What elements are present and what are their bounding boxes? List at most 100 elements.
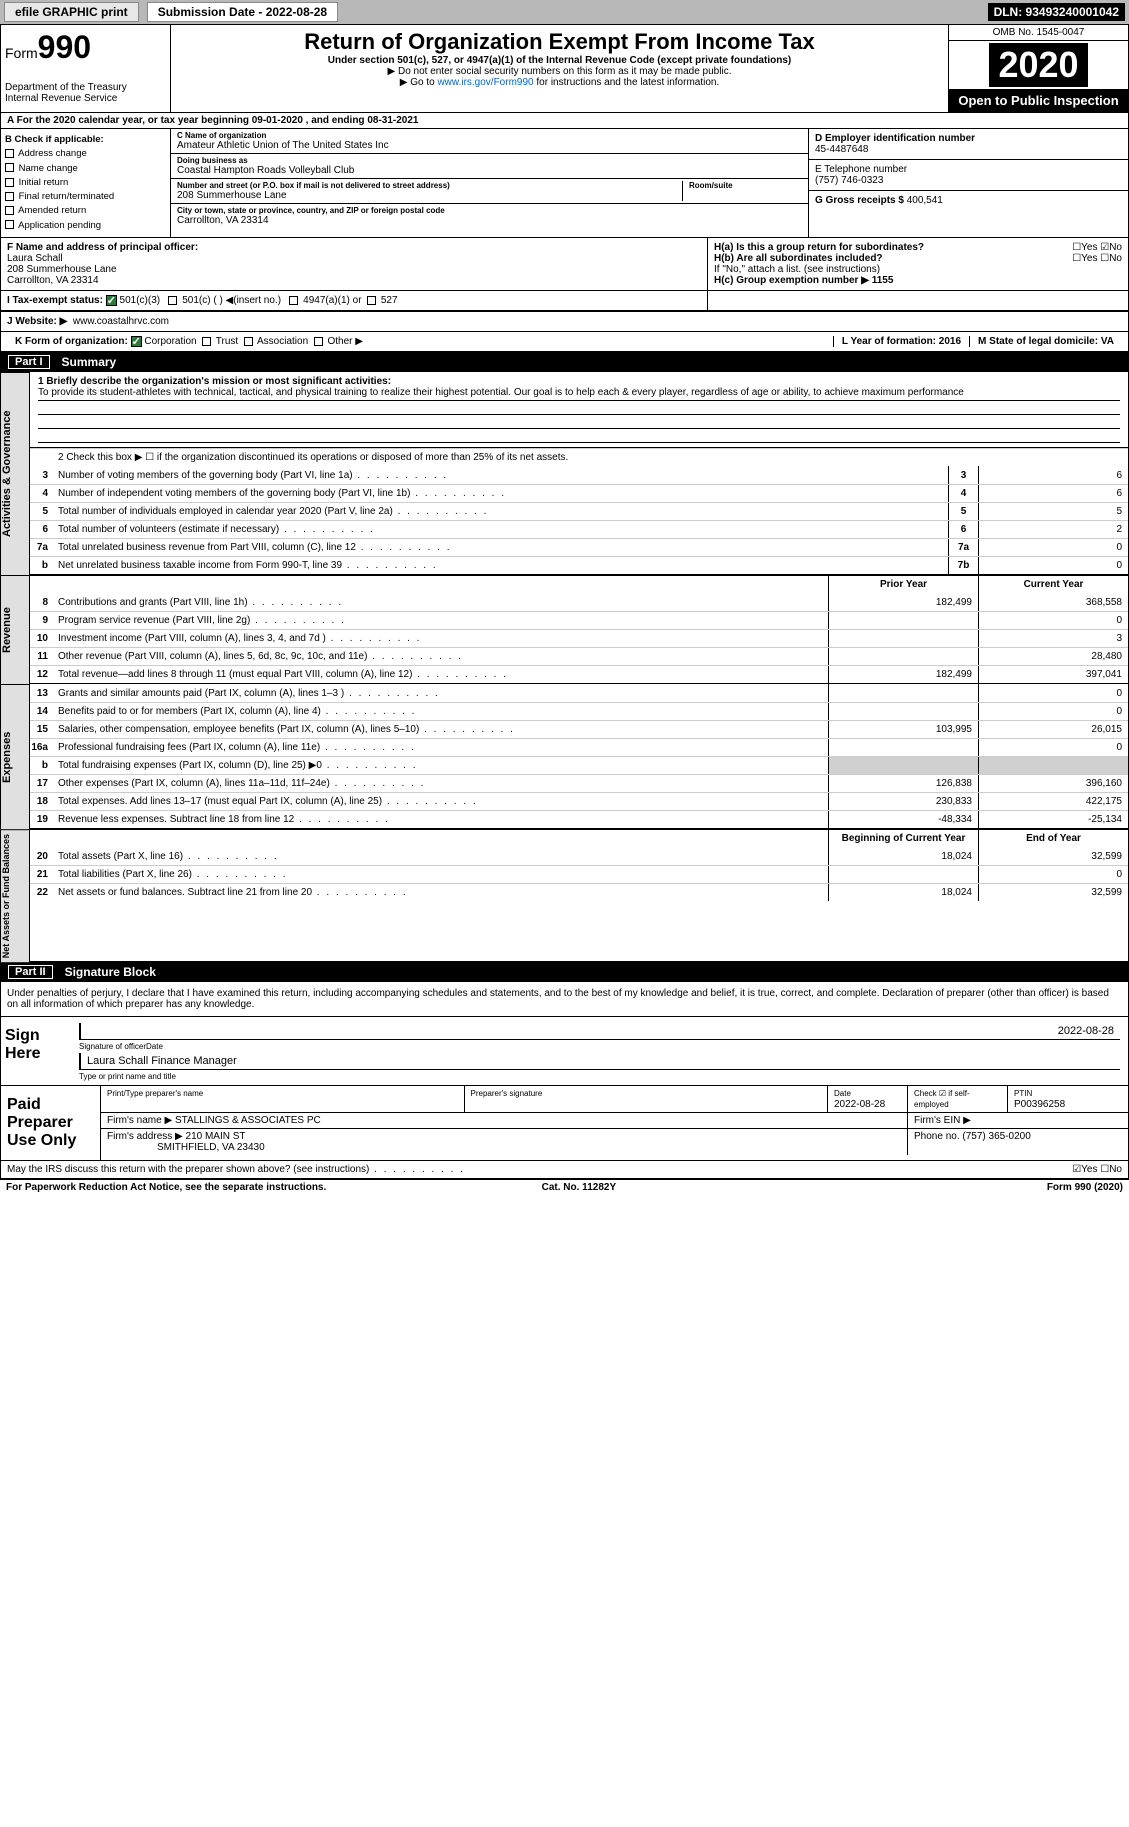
firm-name: STALLINGS & ASSOCIATES PC [175,1115,321,1126]
chk-trust[interactable] [202,337,211,346]
line-b-prior [828,757,978,774]
ein: 45-4487648 [815,144,868,155]
discuss-question: May the IRS discuss this return with the… [7,1164,465,1175]
line-20-prior: 18,024 [828,847,978,865]
chk-4947[interactable] [289,296,298,305]
line-18-current: 422,175 [978,793,1128,810]
line-7b-value: 0 [978,557,1128,574]
sign-here-label: Sign Here [1,1017,71,1085]
street-address: 208 Summerhouse Lane [177,190,682,201]
chk-amended[interactable] [5,206,14,215]
l1-label: 1 Briefly describe the organization's mi… [38,376,391,387]
mission-text: To provide its student-athletes with tec… [38,387,1120,401]
line-b-current [978,757,1128,774]
line-9-current: 0 [978,612,1128,629]
line-8-prior: 182,499 [828,593,978,611]
tax-exempt-label: I Tax-exempt status: [7,295,103,306]
row-f-h: F Name and address of principal officer:… [0,238,1129,291]
part2-header: Part II Signature Block [0,962,1129,982]
declaration: Under penalties of perjury, I declare th… [0,982,1129,1017]
line-21-current: 0 [978,866,1128,883]
discuss-yn[interactable]: ☑Yes ☐No [1072,1164,1122,1175]
phone: (757) 746-0323 [815,175,883,186]
line-11-current: 28,480 [978,648,1128,665]
officer-name: Laura Schall [7,253,63,264]
row-j-website: J Website: ▶ www.coastalhrvc.com [0,312,1129,332]
website[interactable]: www.coastalhrvc.com [73,316,169,327]
section-b-label: B Check if applicable: [5,134,104,145]
line-11-prior [828,648,978,665]
line-10-prior [828,630,978,647]
gross-receipts: 400,541 [907,195,943,206]
row-k-l-m: K Form of organization: Corporation Trus… [0,332,1129,352]
signature-line[interactable]: 2022-08-28 [79,1023,1120,1040]
line-6-value: 2 [978,521,1128,538]
col-end: End of Year [978,830,1128,847]
line-22-current: 32,599 [978,884,1128,901]
chk-name-change[interactable] [5,163,14,172]
vlabel-revenue: Revenue [0,575,30,684]
ein-label: D Employer identification number [815,133,975,144]
l2-text: 2 Check this box ▶ ☐ if the organization… [54,450,1128,465]
line-19-prior: -48,334 [828,811,978,828]
chk-association[interactable] [244,337,253,346]
line-21-prior [828,866,978,883]
org-name-label: C Name of organization [177,131,802,140]
chk-other[interactable] [314,337,323,346]
self-employed-chk[interactable]: Check ☑ if self-employed [914,1089,970,1109]
hb-note: If "No," attach a list. (see instruction… [714,264,1122,275]
form-number: 990 [38,29,91,65]
paid-preparer-label: Paid Preparer Use Only [1,1086,101,1160]
line-3-value: 6 [978,466,1128,484]
addr-label: Number and street (or P.O. box if mail i… [177,181,682,190]
chk-corporation[interactable] [131,336,142,347]
vlabel-expenses: Expenses [0,684,30,829]
footer-cat: Cat. No. 11282Y [542,1182,616,1193]
chk-527[interactable] [367,296,376,305]
line-22-prior: 18,024 [828,884,978,901]
hb-yn[interactable]: ☐Yes ☐No [1072,253,1122,264]
department: Department of the Treasury Internal Reve… [5,82,166,104]
line-16a-current: 0 [978,739,1128,756]
ha-label: H(a) Is this a group return for subordin… [714,242,924,253]
ha-yn[interactable]: ☐Yes ☑No [1072,242,1122,253]
part1-header: Part I Summary [0,352,1129,372]
line-14-prior [828,703,978,720]
state-domicile: M State of legal domicile: VA [969,336,1122,347]
form-prefix: Form [5,45,38,61]
chk-501c3[interactable] [106,295,117,306]
line-12-prior: 182,499 [828,666,978,683]
chk-address-change[interactable] [5,149,14,158]
city-state-zip: Carrollton, VA 23314 [177,215,802,226]
line-15-prior: 103,995 [828,721,978,738]
firm-phone: (757) 365-0200 [962,1131,1030,1142]
line-17-current: 396,160 [978,775,1128,792]
firm-addr2: SMITHFIELD, VA 23430 [157,1142,265,1153]
topbar: efile GRAPHIC print Submission Date - 20… [0,0,1129,24]
form-subtitle: Under section 501(c), 527, or 4947(a)(1)… [179,55,940,66]
line-15-current: 26,015 [978,721,1128,738]
irs-link[interactable]: www.irs.gov/Form990 [437,77,533,88]
room-label: Room/suite [689,181,802,190]
row-a-period: A For the 2020 calendar year, or tax yea… [0,113,1129,129]
chk-app-pending[interactable] [5,220,14,229]
line-4-value: 6 [978,485,1128,502]
officer-label: F Name and address of principal officer: [7,242,198,253]
entity-meta: B Check if applicable: Address change Na… [0,129,1129,238]
hc-label: H(c) Group exemption number ▶ 1155 [714,275,893,286]
line-18-prior: 230,833 [828,793,978,810]
chk-final-return[interactable] [5,192,14,201]
form-org-label: K Form of organization: [15,336,128,347]
efile-print-button[interactable]: efile GRAPHIC print [4,2,139,22]
open-inspection: Open to Public Inspection [949,89,1128,112]
chk-initial-return[interactable] [5,178,14,187]
form-title: Return of Organization Exempt From Incom… [179,29,940,55]
line-14-current: 0 [978,703,1128,720]
chk-501c[interactable] [168,296,177,305]
vlabel-governance: Activities & Governance [0,372,30,575]
dln: DLN: 93493240001042 [988,3,1125,21]
line-19-current: -25,134 [978,811,1128,828]
footer-form: Form 990 (2020) [1047,1182,1123,1193]
dba-label: Doing business as [177,156,802,165]
officer-addr2: Carrollton, VA 23314 [7,275,99,286]
